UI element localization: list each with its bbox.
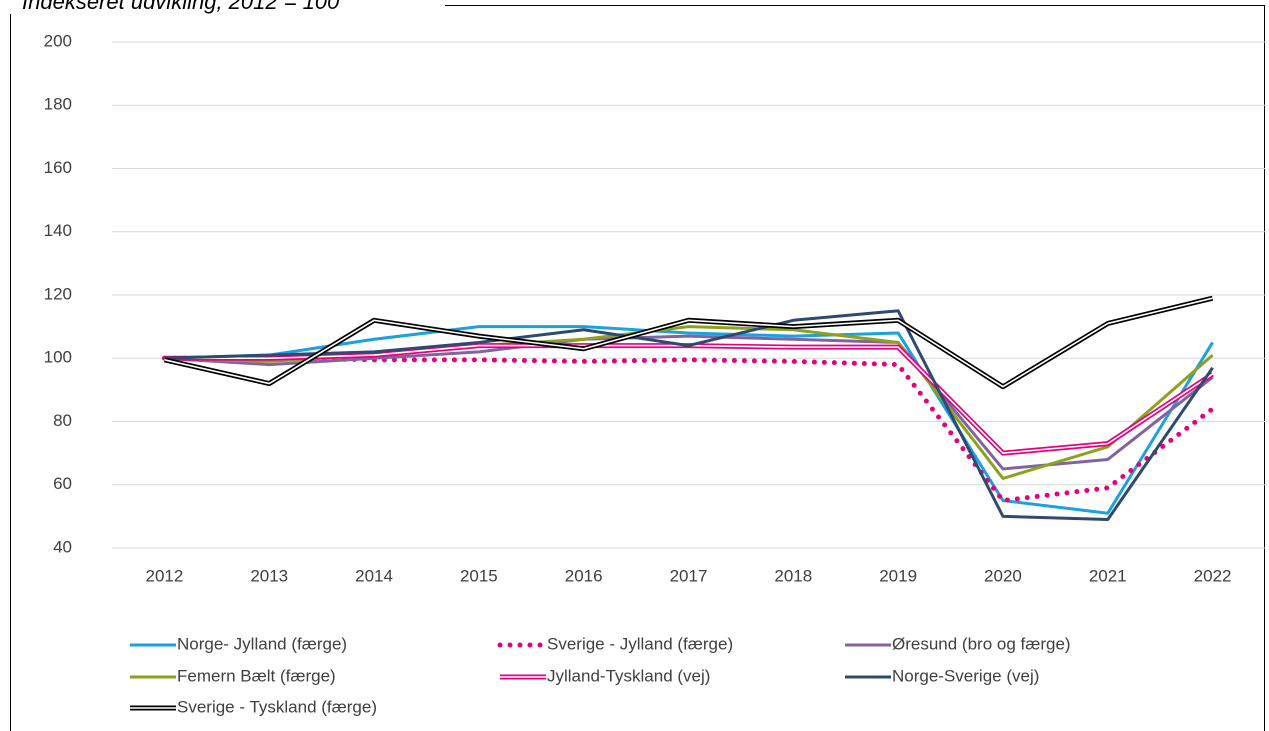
y-tick-label: 120 [44,284,72,303]
x-tick-label: 2022 [1194,566,1232,585]
x-tick-label: 2014 [355,566,393,585]
chart-title: Indekseret udvikling, 2012 = 100 [22,0,340,14]
series-line [164,325,1214,515]
x-tick-label: 2017 [670,566,708,585]
x-tick-label: 2021 [1089,566,1127,585]
x-tick-label: 2016 [565,566,603,585]
legend-label: Sverige - Tyskland (færge) [177,697,377,716]
x-tick-label: 2015 [460,566,498,585]
legend-label: Øresund (bro og færge) [892,634,1071,653]
x-tick-label: 2020 [984,566,1022,585]
y-tick-label: 100 [44,348,72,367]
x-tick-label: 2013 [250,566,288,585]
legend-label: Femern Bælt (færge) [177,666,336,685]
legend-label: Norge- Jylland (færge) [177,634,347,653]
y-tick-label: 80 [53,411,72,430]
y-tick-label: 180 [44,95,72,114]
x-tick-label: 2018 [774,566,812,585]
y-tick-label: 40 [53,537,72,556]
y-tick-label: 160 [44,158,72,177]
y-tick-label: 140 [44,221,72,240]
series-line [161,355,1216,504]
chart-border [10,5,1265,731]
legend-label: Sverige - Jylland (færge) [547,634,733,653]
y-tick-label: 60 [53,474,72,493]
series-line-inner [164,297,1213,388]
legend-label: Norge-Sverige (vej) [892,666,1039,685]
x-tick-label: 2012 [145,566,183,585]
title-background [0,0,445,14]
x-tick-label: 2019 [879,566,917,585]
series-line [164,309,1214,522]
series-line [164,334,1214,471]
legend-label: Jylland-Tyskland (vej) [547,666,710,685]
series-line [163,295,1214,390]
y-tick-label: 200 [44,31,72,50]
